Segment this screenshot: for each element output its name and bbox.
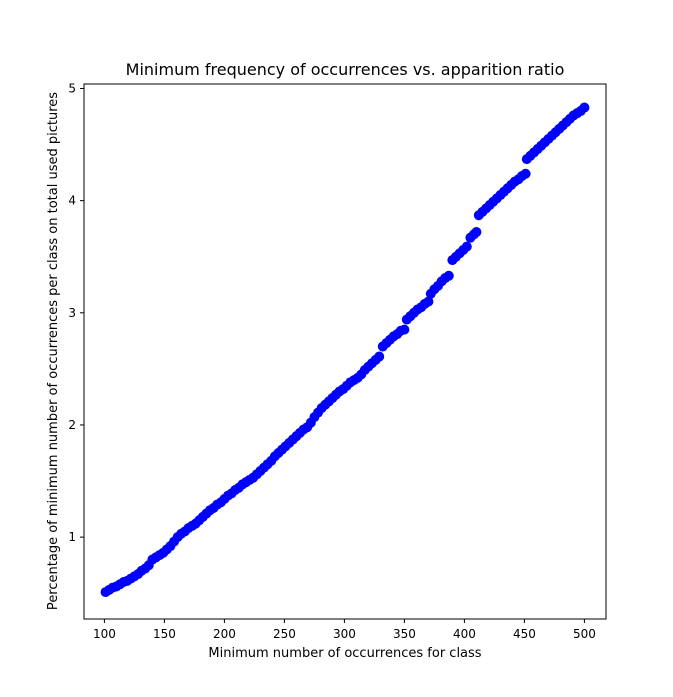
x-tick-label: 400 (453, 627, 476, 641)
data-point (461, 241, 472, 252)
data-point (374, 351, 385, 362)
x-tick-label: 350 (393, 627, 416, 641)
y-tick-label: 2 (68, 418, 76, 432)
x-tick-label: 500 (573, 627, 596, 641)
x-axis-label: Minimum number of occurrences for class (208, 646, 481, 661)
data-point (443, 270, 454, 281)
data-point (399, 324, 410, 335)
data-point (520, 168, 531, 179)
x-tick-label: 200 (213, 627, 236, 641)
data-point (579, 102, 590, 113)
y-axis-label: Percentage of minimum number of occurren… (46, 92, 61, 610)
chart-title: Minimum frequency of occurrences vs. app… (126, 60, 565, 79)
data-points (100, 102, 590, 598)
x-tick-label: 150 (153, 627, 176, 641)
y-axis: 1 2 3 4 5 (68, 81, 84, 544)
data-point (423, 296, 434, 307)
y-tick-label: 5 (68, 81, 76, 95)
y-tick-label: 4 (68, 194, 76, 208)
y-tick-label: 3 (68, 306, 76, 320)
plot-area (83, 83, 607, 620)
x-axis: 100 150 200 250 300 350 400 450 500 (93, 619, 596, 641)
x-tick-label: 250 (273, 627, 296, 641)
data-point (471, 227, 482, 238)
x-tick-label: 300 (333, 627, 356, 641)
x-tick-label: 100 (93, 627, 116, 641)
x-tick-label: 450 (513, 627, 536, 641)
y-tick-label: 1 (68, 530, 76, 544)
